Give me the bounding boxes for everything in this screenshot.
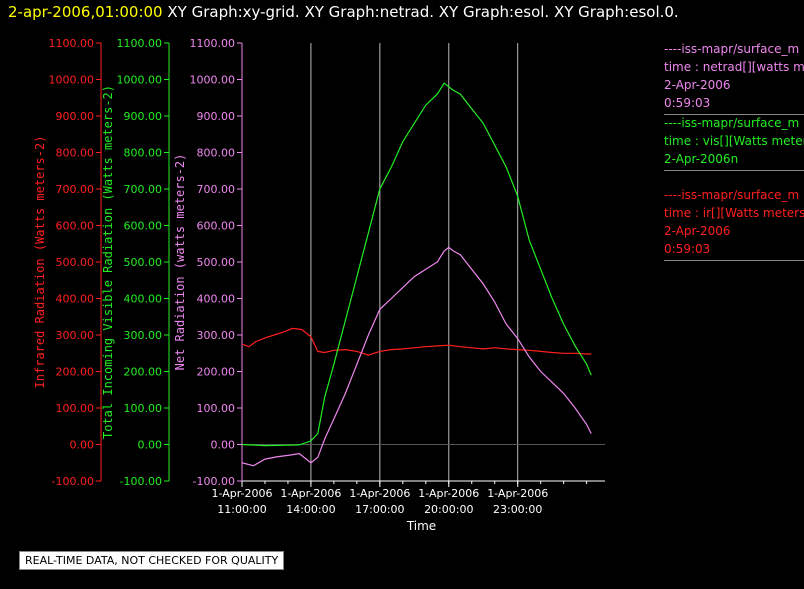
series-vis	[241, 82, 592, 447]
title-graph-list: XY Graph:xy-grid. XY Graph:netrad. XY Gr…	[162, 3, 679, 21]
net-axis-label: Net Radiation (watts meters-2)	[173, 154, 187, 371]
vis-y-tick-label: 0.00	[138, 439, 163, 452]
vis-y-tick-label: 100.00	[124, 402, 163, 415]
x-tick-label: 1-Apr-2006	[280, 487, 341, 500]
vis-y-tick-label: 1100.00	[117, 37, 163, 50]
ir-y-tick-label: 1100.00	[49, 37, 95, 50]
vis-axis-label: Total Incoming Visible Radiation (Watts …	[101, 85, 115, 439]
net-y-tick-label: 800.00	[197, 147, 236, 160]
net-y-tick-label: 1100.00	[190, 37, 236, 50]
ir-y-tick-label: 700.00	[56, 183, 95, 196]
x-tick-label: 17:00:00	[355, 503, 404, 516]
vis-y-tick-label: 1000.00	[117, 74, 163, 87]
net-y-tick-label: 0.00	[211, 439, 236, 452]
legend-line: 0:59:03	[664, 96, 711, 110]
net-y-tick-label: 900.00	[197, 110, 236, 123]
ir-y-tick-label: -100.00	[52, 475, 94, 488]
legend-line: 2-Apr-2006	[664, 224, 731, 238]
legend-separator	[664, 114, 804, 115]
vis-y-tick-label: 200.00	[124, 366, 163, 379]
chart-title: 2-apr-2006,01:00:00 XY Graph:xy-grid. XY…	[8, 3, 679, 21]
ir-y-tick-label: 100.00	[56, 402, 95, 415]
net-y-tick-label: 100.00	[197, 402, 236, 415]
series	[241, 82, 592, 467]
legend-line: ----iss-mapr/surface_m	[664, 188, 800, 202]
title-date: 2-apr-2006,01:00:00	[8, 3, 163, 21]
x-tick-label: 23:00:00	[493, 503, 542, 516]
net-y-tick-label: 400.00	[197, 293, 236, 306]
ir-y-tick-label: 400.00	[56, 293, 95, 306]
ir-y-tick-label: 1000.00	[49, 74, 95, 87]
quality-note: REAL-TIME DATA, NOT CHECKED FOR QUALITY	[19, 551, 285, 570]
vis-y-tick-label: 400.00	[124, 293, 163, 306]
legend-line: 2-Apr-2006n	[664, 152, 739, 166]
legend-line: ----iss-mapr/surface_m	[664, 42, 800, 56]
ir-y-tick-label: 600.00	[56, 220, 95, 233]
grid	[242, 43, 605, 481]
vis-y-tick-label: 600.00	[124, 220, 163, 233]
vis-y-tick-label: 500.00	[124, 256, 163, 269]
net-y-tick-label: 600.00	[197, 220, 236, 233]
series-ir	[241, 327, 592, 356]
ir-y-tick-label: 200.00	[56, 366, 95, 379]
axes: 1-Apr-2006 11:00:00 1-Apr-2006 14:00:00 1-Ap…	[33, 37, 605, 533]
net-y-tick-label: -100.00	[193, 475, 235, 488]
ir-y-tick-label: 900.00	[56, 110, 95, 123]
legend-separator	[664, 260, 804, 261]
series-net	[241, 246, 592, 467]
net-y-tick-label: 300.00	[197, 329, 236, 342]
legend-line: 2-Apr-2006	[664, 78, 731, 92]
x-axis-label: Time	[406, 519, 436, 533]
vis-y-tick-label: 700.00	[124, 183, 163, 196]
vis-y-tick-label: -100.00	[120, 475, 162, 488]
net-y-tick-label: 200.00	[197, 366, 236, 379]
net-y-tick-label: 700.00	[197, 183, 236, 196]
legend-separator	[664, 170, 804, 171]
vis-y-tick-label: 300.00	[124, 329, 163, 342]
legend-line: time : ir[][Watts meters	[664, 206, 804, 220]
x-tick-label: 1-Apr-2006	[349, 487, 410, 500]
net-y-tick-label: 1000.00	[190, 74, 236, 87]
x-tick-label: 20:00:00	[424, 503, 473, 516]
legend-line: 0:59:03	[664, 242, 711, 256]
x-tick-label: 14:00:00	[286, 503, 335, 516]
legend-line: time : vis[][Watts meter	[664, 134, 804, 148]
vis-y-tick-label: 800.00	[124, 147, 163, 160]
x-tick-label: 1-Apr-2006	[211, 487, 272, 500]
legend-line: ----iss-mapr/surface_m	[664, 116, 800, 130]
net-y-tick-label: 500.00	[197, 256, 236, 269]
ir-y-tick-label: 800.00	[56, 147, 95, 160]
x-tick-label: 1-Apr-2006	[418, 487, 479, 500]
ir-axis-label: Infrared Radiation (Watts meters-2)	[33, 136, 47, 389]
ir-y-tick-label: 0.00	[70, 439, 95, 452]
ir-y-tick-label: 500.00	[56, 256, 95, 269]
ir-y-tick-label: 300.00	[56, 329, 95, 342]
vis-y-tick-label: 900.00	[124, 110, 163, 123]
legend-line: time : netrad[][watts m	[664, 60, 804, 74]
x-tick-label: 1-Apr-2006	[487, 487, 548, 500]
x-tick-label: 11:00:00	[217, 503, 266, 516]
